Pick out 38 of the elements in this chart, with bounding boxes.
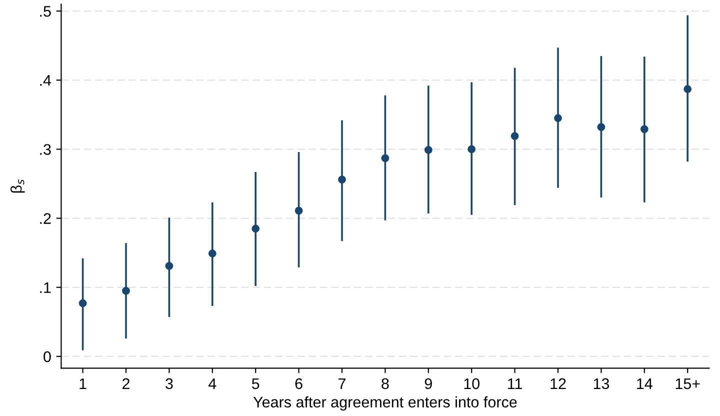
point [381, 154, 390, 162]
point [338, 176, 346, 184]
x-tick-label: 5 [252, 378, 260, 390]
x-tick-label: 7 [338, 378, 346, 389]
x-axis-title: Years after agreement enters into force [253, 396, 517, 411]
x-tick-label: 2 [122, 378, 130, 389]
x-tick-label: 13 [594, 378, 610, 390]
x-tick-label: 8 [382, 378, 389, 390]
y-tick-label: .3 [40, 144, 51, 155]
point [294, 206, 303, 215]
point [78, 299, 87, 308]
y-tick-label: .4 [40, 75, 52, 86]
y-tick-label: .1 [40, 282, 51, 293]
x-tick-label: 15+ [676, 378, 700, 390]
y-tick-label: .2 [40, 213, 51, 224]
y-tick-label: 0 [44, 351, 51, 362]
y-axis-title: β$_{s}$ [10, 179, 25, 193]
point [684, 85, 692, 94]
point [122, 286, 130, 295]
point [597, 123, 606, 132]
y-tick-label: .5 [40, 6, 51, 17]
point [554, 114, 562, 122]
point [208, 250, 216, 258]
point [640, 125, 648, 134]
x-tick-label: 4 [208, 378, 216, 389]
point [165, 262, 174, 270]
x-tick-label: 9 [424, 378, 432, 390]
point [510, 132, 519, 140]
point [252, 224, 260, 233]
x-tick-label: 6 [295, 378, 302, 390]
x-tick-label: 11 [508, 378, 522, 389]
x-tick-label: 14 [637, 378, 652, 389]
point [468, 145, 476, 154]
point [424, 146, 432, 154]
x-tick-label: 1 [80, 378, 86, 389]
x-tick-label: 12 [550, 378, 566, 389]
x-tick-label: 3 [166, 378, 173, 390]
x-tick-label: 10 [464, 378, 480, 390]
